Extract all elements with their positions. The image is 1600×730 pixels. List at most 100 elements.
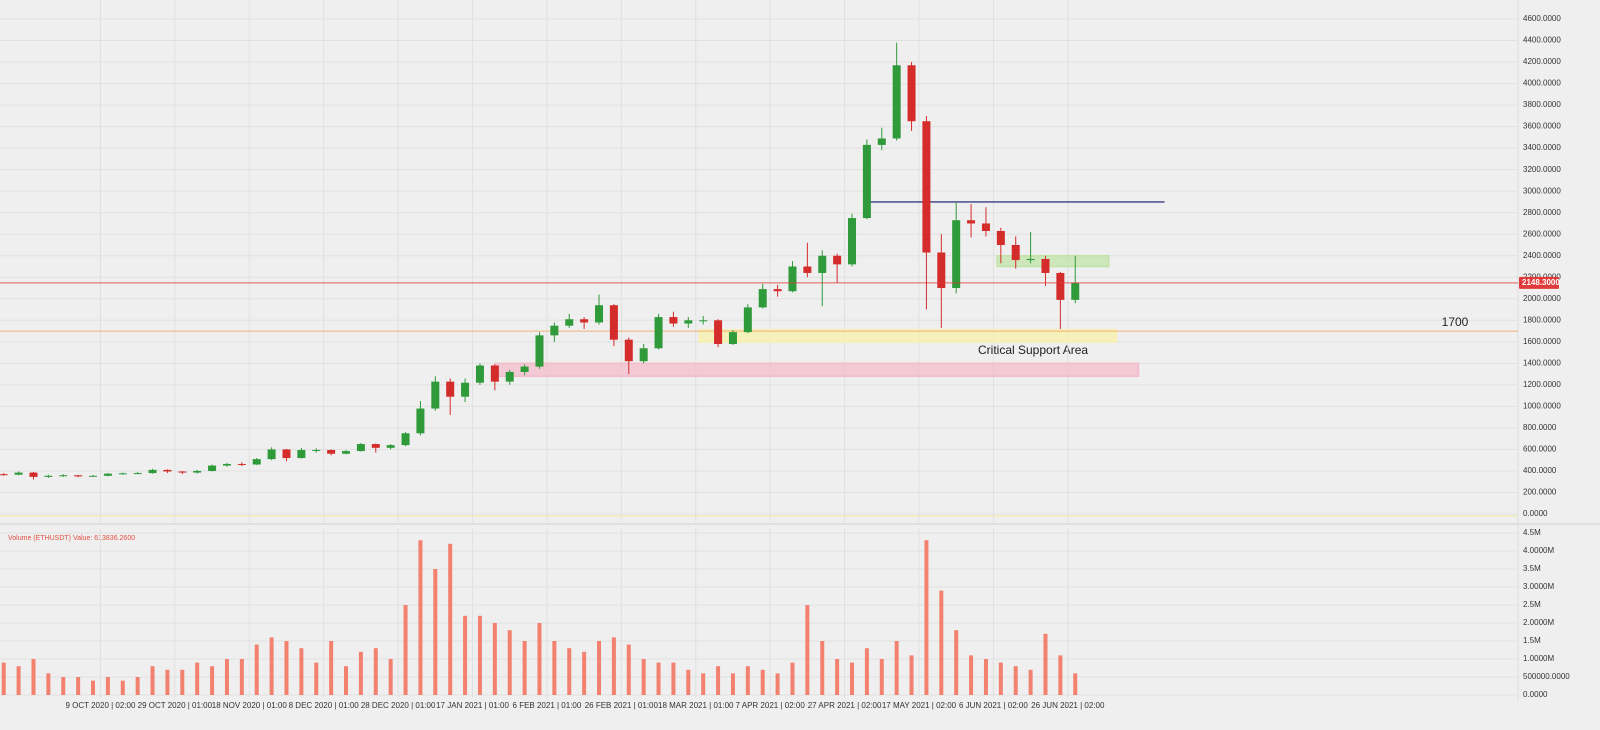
candle-body [654, 317, 663, 349]
volume-bar [165, 669, 170, 695]
y-tick-label: 3800.0000 [1523, 100, 1561, 109]
volume-bar [269, 637, 274, 695]
volume-bar [16, 666, 21, 695]
volume-bar [537, 623, 542, 695]
candle-body [862, 144, 871, 219]
candle-body [401, 433, 410, 446]
y-tick-label: 1800.0000 [1523, 315, 1561, 324]
volume-bar [760, 669, 765, 695]
volume-bar [954, 630, 959, 695]
candle-body [981, 223, 990, 231]
volume-bar [254, 644, 259, 695]
candle-body [371, 444, 380, 448]
volume-bar [388, 659, 393, 695]
y-tick-label: 4200.0000 [1523, 57, 1561, 66]
volume-bar [180, 669, 185, 695]
candle-body [118, 473, 127, 475]
candle-body [416, 408, 425, 434]
candle-body [907, 65, 916, 122]
volume-bar [820, 641, 825, 695]
candle-body [684, 320, 693, 324]
volume-bar [403, 605, 408, 695]
candle-body [297, 449, 306, 459]
y-tick-label: 3400.0000 [1523, 143, 1561, 152]
y-tick-label: 400.0000 [1523, 466, 1557, 475]
candle-body [892, 65, 901, 139]
volume-bar [477, 615, 482, 695]
volume-bar [552, 641, 557, 695]
volume-bar [120, 680, 125, 695]
candle-body [475, 365, 484, 383]
volume-tick-label: 4.5M [1523, 528, 1541, 537]
volume-bar [626, 644, 631, 695]
candle-body [1041, 258, 1050, 273]
candle-body [922, 121, 931, 253]
volume-bar [611, 637, 616, 695]
y-tick-label: 800.0000 [1523, 423, 1557, 432]
candle-body [431, 381, 440, 409]
volume-bar [373, 648, 378, 695]
y-tick-label: 3600.0000 [1523, 122, 1561, 131]
y-tick-label: 600.0000 [1523, 445, 1557, 454]
volume-bar [418, 540, 423, 695]
y-tick-label: 2600.0000 [1523, 229, 1561, 238]
volume-bar [969, 655, 974, 695]
candle-body [222, 463, 231, 466]
candle-body [44, 475, 53, 477]
volume-bar [76, 677, 81, 695]
volume-tick-label: 2.5M [1523, 600, 1541, 609]
candle-body [505, 371, 514, 382]
x-tick-label: 17 MAY 2021 | 02:00 [882, 701, 957, 710]
candle-body [237, 463, 246, 465]
candle-body [208, 465, 217, 471]
candle-body [788, 266, 797, 292]
y-tick-label: 1200.0000 [1523, 380, 1561, 389]
volume-bar [805, 605, 810, 695]
volume-bar [46, 673, 51, 695]
candle-body [595, 305, 604, 323]
level-label: 1700 [1442, 315, 1469, 329]
current-price-tag [1519, 276, 1559, 289]
x-tick-label: 26 FEB 2021 | 01:00 [585, 701, 659, 710]
volume-bar [701, 673, 706, 695]
candle-body [699, 320, 708, 322]
candle-body [356, 444, 365, 452]
volume-bar [463, 615, 468, 695]
y-tick-label: 4400.0000 [1523, 36, 1561, 45]
volume-bar [210, 666, 215, 695]
volume-bar [91, 680, 96, 695]
x-tick-label: 6 FEB 2021 | 01:00 [513, 701, 582, 710]
volume-legend: Volume (ETHUSDT) Value: 613836.2600 [8, 535, 135, 542]
candle-body [133, 473, 142, 475]
candle-body [669, 317, 678, 324]
candle-body [818, 255, 827, 273]
candle-body [550, 325, 559, 336]
y-tick-label: 200.0000 [1523, 488, 1557, 497]
candle-body [580, 319, 589, 323]
volume-bar [1073, 673, 1078, 695]
candle-body [267, 449, 276, 460]
y-tick-label: 2800.0000 [1523, 208, 1561, 217]
volume-tick-label: 3.0000M [1523, 582, 1554, 591]
candle-body [758, 289, 767, 308]
y-tick-label: 2400.0000 [1523, 251, 1561, 260]
volume-bar [329, 641, 334, 695]
volume-bar [582, 651, 587, 695]
y-tick-label: 1600.0000 [1523, 337, 1561, 346]
volume-bar [314, 662, 319, 695]
volume-bar [1013, 666, 1018, 695]
candle-body [624, 339, 633, 362]
candle-body [877, 138, 886, 145]
volume-tick-label: 3.5M [1523, 564, 1541, 573]
candle-body [29, 472, 38, 477]
candle-body [103, 473, 112, 476]
current-price-label: 2148.3000 [1522, 278, 1560, 287]
candle-body [14, 472, 23, 475]
volume-bar [924, 540, 929, 695]
candle-body [609, 305, 618, 340]
volume-bar [61, 677, 66, 695]
y-tick-label: 0.0000 [1523, 509, 1548, 518]
x-tick-label: 27 APR 2021 | 02:00 [808, 701, 882, 710]
zone [698, 329, 1117, 343]
x-tick-label: 9 OCT 2020 | 02:00 [65, 701, 136, 710]
